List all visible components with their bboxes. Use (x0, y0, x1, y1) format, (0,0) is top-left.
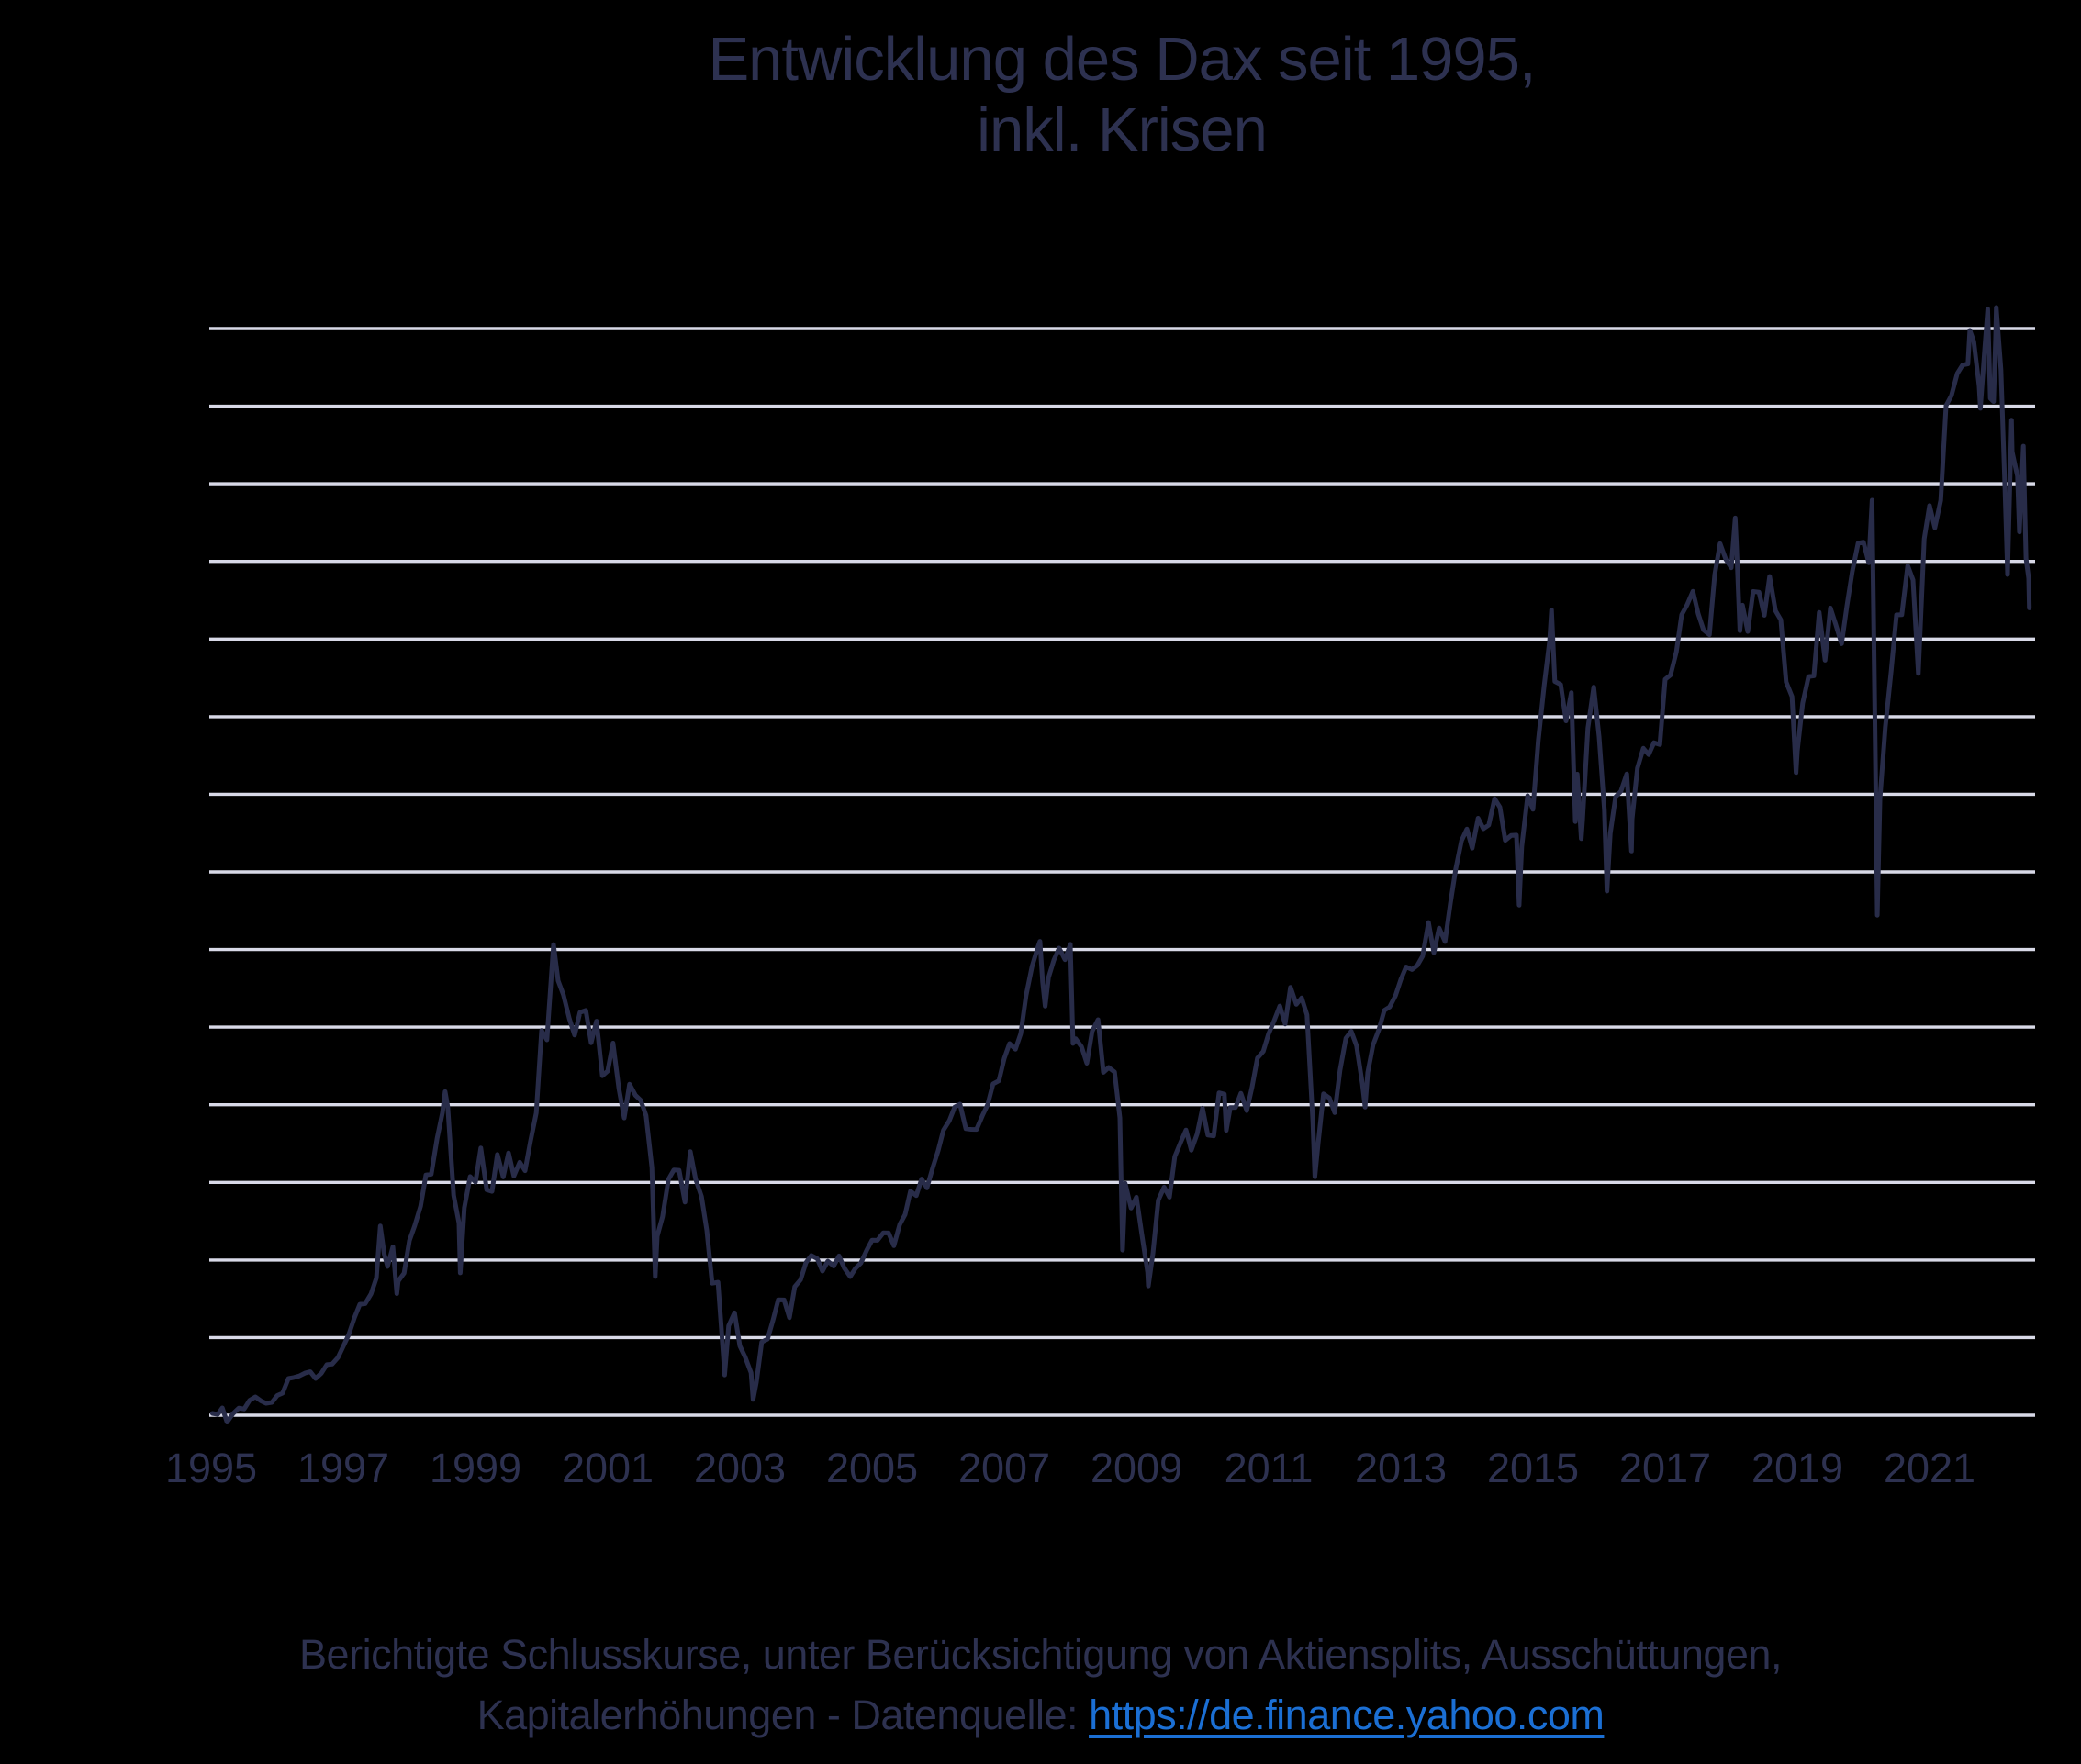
x-axis-tick-label: 2001 (562, 1445, 654, 1491)
dax-series-line (209, 305, 2032, 1424)
x-axis-tick-label: 2019 (1751, 1445, 1843, 1491)
chart-title: Entwicklung des Dax seit 1995, inkl. Kri… (296, 24, 1948, 165)
x-axis-tick-label: 2005 (826, 1445, 918, 1491)
x-axis-tick-label: 2015 (1487, 1445, 1579, 1491)
datasource-link[interactable]: https://de.finance.yahoo.com (1089, 1691, 1605, 1738)
chart-title-line2: inkl. Krisen (977, 95, 1268, 164)
x-axis-tick-label: 1995 (165, 1445, 257, 1491)
x-axis-tick-label: 2021 (1884, 1445, 1975, 1491)
chart-title-line1: Entwicklung des Dax seit 1995, (708, 25, 1536, 94)
x-axis-tick-label: 2017 (1619, 1445, 1711, 1491)
x-axis-tick-label: 2011 (1225, 1445, 1314, 1491)
footer-note-line2: Kapitalerhöhungen - Datenquelle: https:/… (0, 1685, 2081, 1746)
x-axis-tick-label: 2007 (958, 1445, 1050, 1491)
footer-note: Berichtigte Schlusskurse, unter Berücksi… (0, 1624, 2081, 1746)
footer-datasource-label: Kapitalerhöhungen - Datenquelle: (476, 1691, 1090, 1738)
footer-note-line1: Berichtigte Schlusskurse, unter Berücksi… (299, 1631, 1782, 1678)
x-axis-tick-label: 1997 (297, 1445, 389, 1491)
x-axis-tick-label: 1999 (430, 1445, 521, 1491)
x-axis-tick-label: 2003 (694, 1445, 786, 1491)
x-axis-tick-label: 2013 (1355, 1445, 1447, 1491)
x-axis-tick-label: 2009 (1091, 1445, 1182, 1491)
